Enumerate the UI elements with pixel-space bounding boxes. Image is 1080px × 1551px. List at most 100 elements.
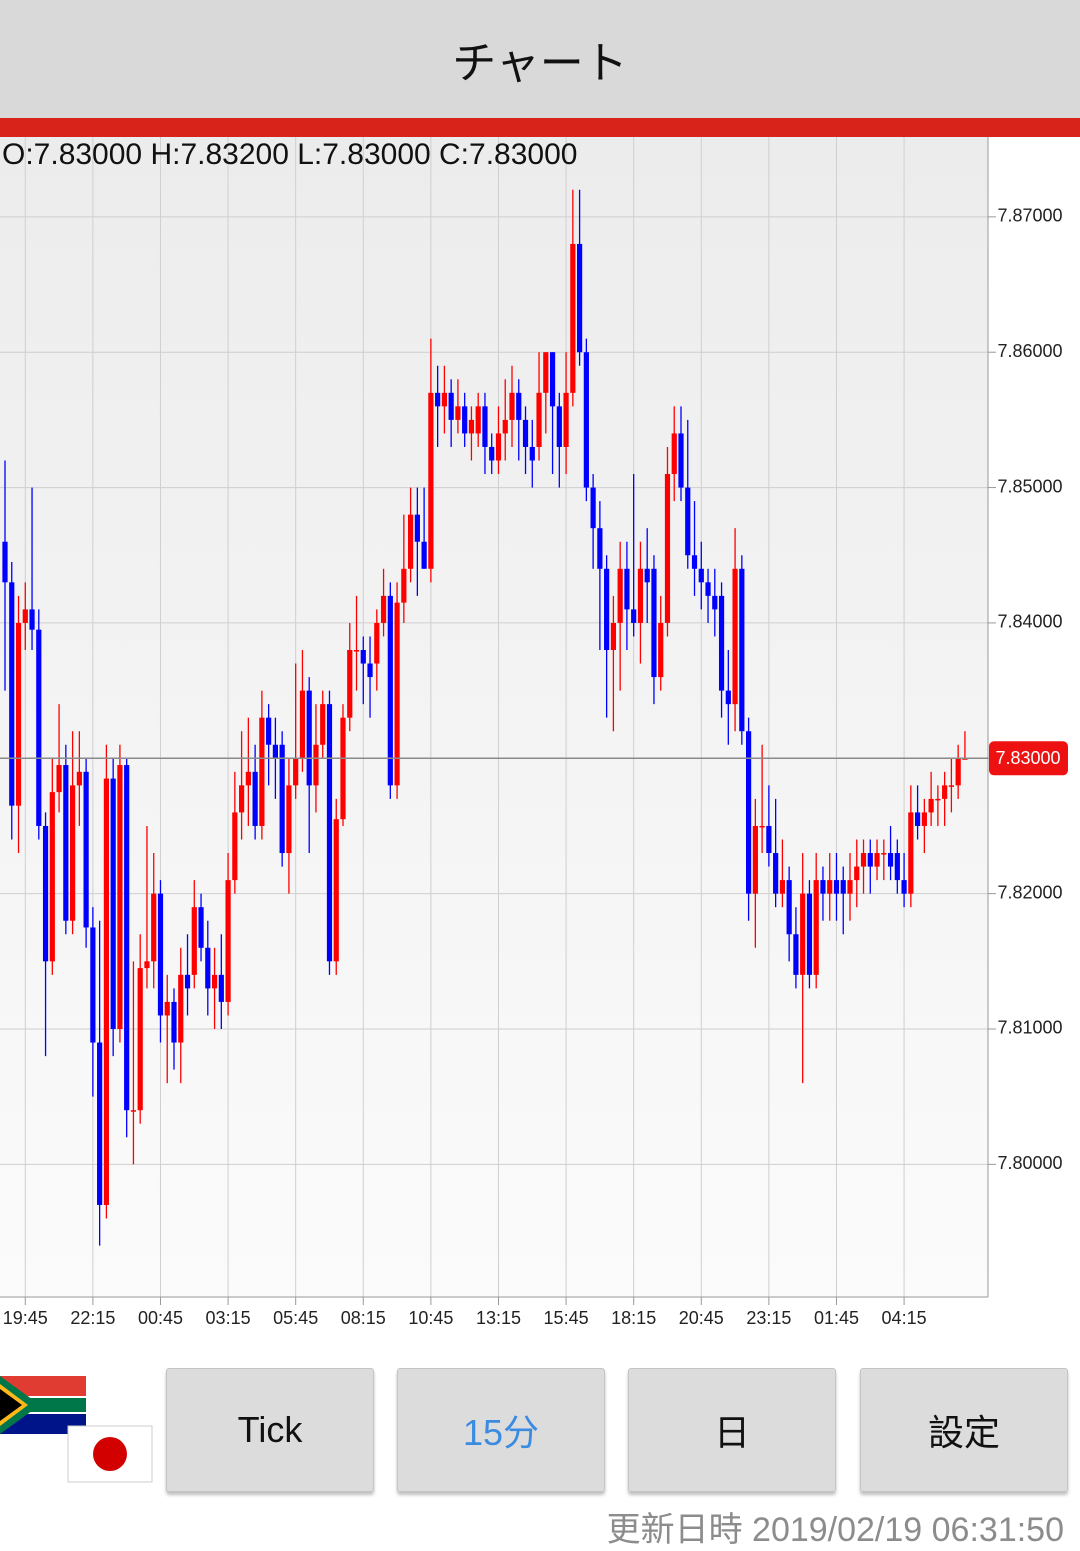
candle-body [394,602,400,786]
candle-body [42,825,49,962]
candle-body [313,744,319,786]
candle-body [651,568,657,678]
y-tick-label: 7.82000 [997,882,1062,902]
candle-body [516,392,522,420]
timeframe-button[interactable]: Tick [166,1368,374,1492]
x-tick-label: 15:45 [544,1308,589,1328]
candle-body [624,568,630,610]
candle-body [63,765,69,921]
candle-body [110,778,116,1029]
candle-body [245,771,251,786]
flag-jp [67,1425,153,1483]
candle-body [441,392,447,407]
candle-body [353,649,360,652]
candle-body [570,243,576,393]
candle-body [117,765,123,1029]
candle-body [664,474,671,623]
candle-body [2,541,8,583]
candle-body [299,690,306,759]
candle-body [678,433,684,488]
candle-body [171,1001,177,1043]
candle-body [428,392,434,569]
candle-body [29,609,35,630]
candle-body [191,907,197,975]
candle-body [887,853,894,867]
candle-body [164,1001,170,1016]
candle-body [36,629,42,826]
candle-body [468,419,475,434]
y-tick-label: 7.84000 [997,612,1062,632]
candle-body [9,582,15,806]
header-title: チャート [452,39,628,88]
candle-body [414,514,420,542]
candle-body [70,785,76,921]
candle-body [942,785,948,799]
candle-body [705,582,711,596]
candle-body [617,568,623,623]
candle-body [712,595,718,610]
candle-body [482,406,488,447]
candle-body [495,433,502,461]
candle-body [421,541,427,569]
candle-body [435,392,441,407]
candle-body [685,487,691,556]
candle-body [259,717,265,826]
x-tick-label: 05:45 [273,1308,318,1328]
candle-body [948,785,954,787]
candle-body [800,893,806,975]
candle-body [522,419,529,447]
candle-body [786,880,792,935]
candle-body [637,568,644,623]
candle-body [455,406,461,420]
candle-body [955,758,961,786]
candle-body [49,792,55,962]
ohlc-readout: O:7.83000 H:7.83200 L:7.83000 C:7.83000 [2,138,578,171]
x-tick-label: 10:45 [408,1308,453,1328]
candle-body [718,595,725,691]
candle-body [597,528,603,569]
y-tick-label: 7.81000 [997,1018,1062,1038]
candle-body [806,893,813,975]
currency-flags [0,1376,153,1483]
candle-body [130,1110,137,1112]
timeframe-button[interactable]: 日 [628,1368,836,1492]
candle-body [97,1042,103,1205]
candle-body [83,771,89,928]
candle-body [184,974,191,989]
timeframe-button[interactable]: 15分 [397,1368,605,1492]
candle-body [239,785,245,813]
candle-body [556,406,562,447]
candle-body [604,568,610,650]
candle-body [448,392,454,420]
candle-body [475,406,481,434]
candle-body [827,880,833,894]
candle-body [529,446,535,461]
candle-body [577,243,583,353]
candle-body [766,825,772,854]
candle-body [813,880,819,975]
update-time: 更新日時 2019/02/19 06:31:50 [607,1502,1064,1551]
x-tick-label: 19:45 [3,1308,48,1328]
x-tick-label: 23:15 [746,1308,791,1328]
y-tick-label: 7.86000 [997,341,1062,361]
candle-body [22,609,28,623]
candle-body [536,392,542,447]
candle-body [915,812,921,826]
candle-body [347,649,353,718]
candle-body [658,622,664,678]
candle-body [908,812,914,894]
candle-body [279,744,285,854]
timeframe-button[interactable]: 設定 [860,1368,1068,1492]
x-tick-label: 01:45 [814,1308,859,1328]
candle-body [374,622,380,664]
candle-body [820,880,826,894]
candle-body [340,717,346,820]
candle-body [725,690,731,705]
x-tick-label: 03:15 [206,1308,251,1328]
candle-body [151,893,157,962]
candle-body [380,595,387,623]
update-value: 2019/02/19 06:31:50 [752,1511,1064,1549]
candle-body [935,798,941,801]
candle-body [881,853,887,855]
